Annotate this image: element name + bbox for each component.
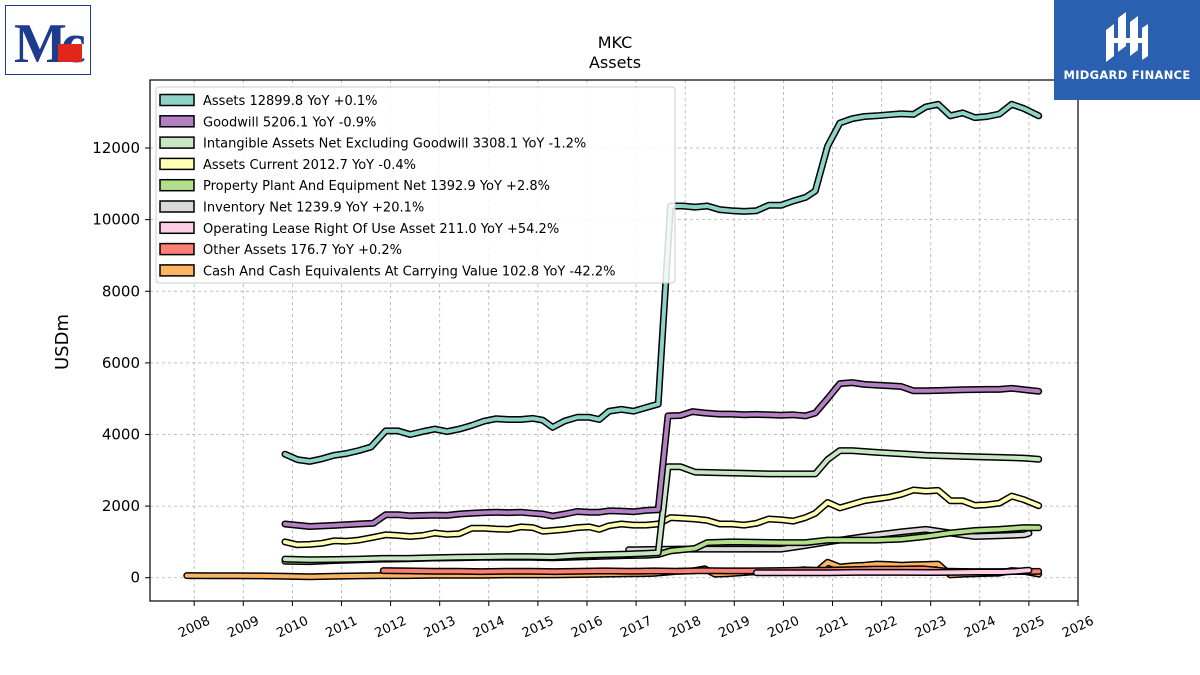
legend-swatch — [159, 200, 195, 213]
x-tick-label: 2026 — [1060, 614, 1096, 642]
x-tick-label: 2025 — [1011, 614, 1047, 642]
logo-accent — [58, 44, 82, 62]
x-tick-label: 2010 — [274, 614, 310, 642]
x-tick-label: 2014 — [471, 614, 507, 642]
series-goodwill — [281, 379, 1043, 530]
legend-label: Goodwill 5206.1 YoY -0.9% — [203, 115, 376, 130]
brand-name: MIDGARD FINANCE — [1063, 68, 1191, 82]
series-line — [283, 380, 1041, 529]
legend-swatch — [159, 136, 195, 149]
legend-label: Inventory Net 1239.9 YoY +20.1% — [203, 201, 424, 216]
series-assets — [281, 100, 1043, 465]
mccormick-logo: Mc — [5, 5, 91, 75]
y-tick-label: 4000 — [102, 425, 140, 443]
legend-swatch — [159, 115, 195, 128]
y-axis-label: USDm — [52, 314, 73, 370]
legend-swatch — [159, 157, 195, 171]
x-tick-label: 2009 — [225, 614, 261, 642]
x-axis: 2008 2009 2010 2011 2012 2013 2014 2015 2016 2017… — [176, 601, 1096, 641]
legend-label: Intangible Assets Net Excluding Goodwill… — [203, 137, 586, 152]
legend-label: Cash And Cash Equivalents At Carrying Va… — [203, 264, 615, 279]
series-line — [754, 568, 1031, 575]
x-tick-label: 2020 — [765, 614, 801, 642]
plot-frame — [149, 79, 1079, 602]
legend-swatch — [159, 221, 195, 235]
legend-label: Assets 12899.8 YoY +0.1% — [203, 94, 378, 109]
x-tick-label: 2017 — [618, 614, 654, 642]
logo-lettering: Mc — [14, 13, 85, 74]
legend-label: Assets Current 2012.7 YoY -0.4% — [203, 158, 416, 173]
midgard-finance-logo: MIDGARD FINANCE — [1054, 0, 1200, 100]
x-tick-label: 2022 — [864, 614, 900, 642]
legend: Assets 12899.8 YoY +0.1% Goodwill 5206.1 … — [155, 86, 676, 284]
chart-title: MKC — [598, 33, 633, 52]
legend-box — [155, 86, 676, 284]
series-line — [283, 102, 1041, 464]
legend-label: Other Assets 176.7 YoY +0.2% — [203, 243, 402, 258]
legend-swatch — [159, 178, 195, 192]
x-tick-label: 2008 — [176, 614, 212, 642]
y-tick-label: 6000 — [102, 354, 140, 372]
x-tick-label: 2019 — [716, 614, 752, 642]
x-tick-label: 2021 — [815, 614, 851, 642]
x-tick-label: 2018 — [667, 614, 703, 642]
legend-label: Operating Lease Right Of Use Asset 211.0… — [203, 222, 559, 237]
legend-swatch — [159, 242, 195, 256]
legend-label: Property Plant And Equipment Net 1392.9 … — [203, 179, 550, 194]
legend-swatch — [159, 264, 195, 277]
chart-subtitle: Assets — [589, 53, 641, 72]
legend-swatch — [159, 93, 195, 107]
x-tick-label: 2013 — [422, 614, 458, 642]
midgard-emblem-icon — [1106, 12, 1148, 62]
x-tick-label: 2016 — [569, 614, 605, 642]
y-tick-label: 8000 — [102, 282, 140, 300]
x-tick-label: 2011 — [324, 614, 360, 642]
y-tick-label: 10000 — [92, 211, 140, 229]
x-tick-label: 2023 — [913, 614, 949, 642]
y-tick-label: 12000 — [92, 139, 140, 157]
x-tick-label: 2015 — [520, 614, 556, 642]
series-operating-lease-right-of-use-asset — [752, 566, 1033, 577]
x-tick-label: 2024 — [962, 614, 998, 642]
y-tick-label: 0 — [130, 569, 140, 587]
series-layer — [183, 100, 1043, 581]
y-tick-label: 2000 — [102, 497, 140, 515]
x-tick-label: 2012 — [373, 614, 409, 642]
series-line — [283, 448, 1041, 562]
y-axis: 0 2000 4000 6000 8000 10000 12000 — [92, 139, 150, 587]
series-intangible-assets-net-excluding-goodwill — [281, 447, 1043, 564]
